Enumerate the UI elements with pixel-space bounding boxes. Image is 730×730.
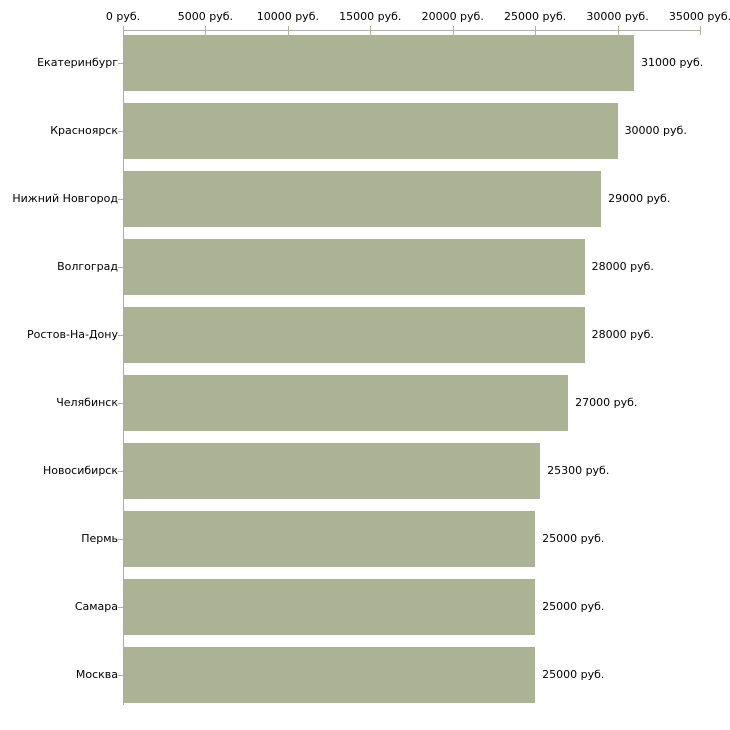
y-axis-category-label: Новосибирск [42, 464, 118, 477]
x-axis-tick-label: 30000 руб. [586, 10, 649, 23]
x-axis-tick-label: 35000 руб. [668, 10, 730, 23]
bar [123, 103, 618, 159]
bar-value-label: 31000 руб. [641, 56, 704, 69]
x-axis-tick [452, 26, 454, 35]
y-axis-tick [118, 607, 123, 608]
y-axis-tick [118, 471, 123, 472]
x-axis-tick [370, 26, 372, 35]
bar-value-label: 29000 руб. [608, 192, 671, 205]
x-axis-tick-label: 15000 руб. [339, 10, 402, 23]
y-axis-tick [118, 131, 123, 132]
bar-value-label: 25000 руб. [542, 600, 605, 613]
y-axis-line [123, 30, 124, 705]
y-axis-category-label: Москва [75, 668, 118, 681]
bar [123, 443, 541, 499]
bar [123, 647, 536, 703]
bar [123, 511, 536, 567]
bar-value-label: 25000 руб. [542, 668, 605, 681]
y-axis-category-label: Красноярск [50, 124, 118, 137]
bar [123, 239, 585, 295]
y-axis-category-label: Челябинск [56, 396, 118, 409]
x-axis-tick [205, 26, 207, 35]
y-axis-tick [118, 335, 123, 336]
x-axis-line [123, 30, 700, 31]
bar-value-label: 25000 руб. [542, 532, 605, 545]
x-axis-tick [535, 26, 537, 35]
y-axis-category-label: Нижний Новгород [12, 192, 118, 205]
x-axis-tick-label: 20000 руб. [421, 10, 484, 23]
bar-value-label: 28000 руб. [591, 328, 654, 341]
x-axis-tick-label: 10000 руб. [256, 10, 319, 23]
bar [123, 171, 602, 227]
y-axis-category-label: Волгоград [57, 260, 118, 273]
y-axis-category-label: Пермь [81, 532, 118, 545]
y-axis-tick [118, 403, 123, 404]
x-axis-tick-label: 0 руб. [105, 10, 141, 23]
y-axis-tick [118, 199, 123, 200]
bar-value-label: 25300 руб. [547, 464, 610, 477]
y-axis-tick [118, 267, 123, 268]
bar [123, 35, 635, 91]
bar [123, 579, 536, 635]
y-axis-category-label: Самара [74, 600, 118, 613]
bar [123, 307, 585, 363]
y-axis-tick [118, 63, 123, 64]
y-axis-tick [118, 539, 123, 540]
x-axis-tick-label: 25000 руб. [504, 10, 567, 23]
y-axis-category-label: Ростов-На-Дону [26, 328, 118, 341]
x-axis-tick-label: 5000 руб. [177, 10, 234, 23]
x-axis-tick [287, 26, 289, 35]
bar [123, 375, 569, 431]
x-axis-tick [700, 26, 701, 35]
bar-value-label: 27000 руб. [575, 396, 638, 409]
x-axis-tick [617, 26, 619, 35]
bar-value-label: 28000 руб. [591, 260, 654, 273]
bar-value-label: 30000 руб. [624, 124, 687, 137]
y-axis-tick [118, 675, 123, 676]
y-axis-category-label: Екатеринбург [37, 56, 118, 69]
